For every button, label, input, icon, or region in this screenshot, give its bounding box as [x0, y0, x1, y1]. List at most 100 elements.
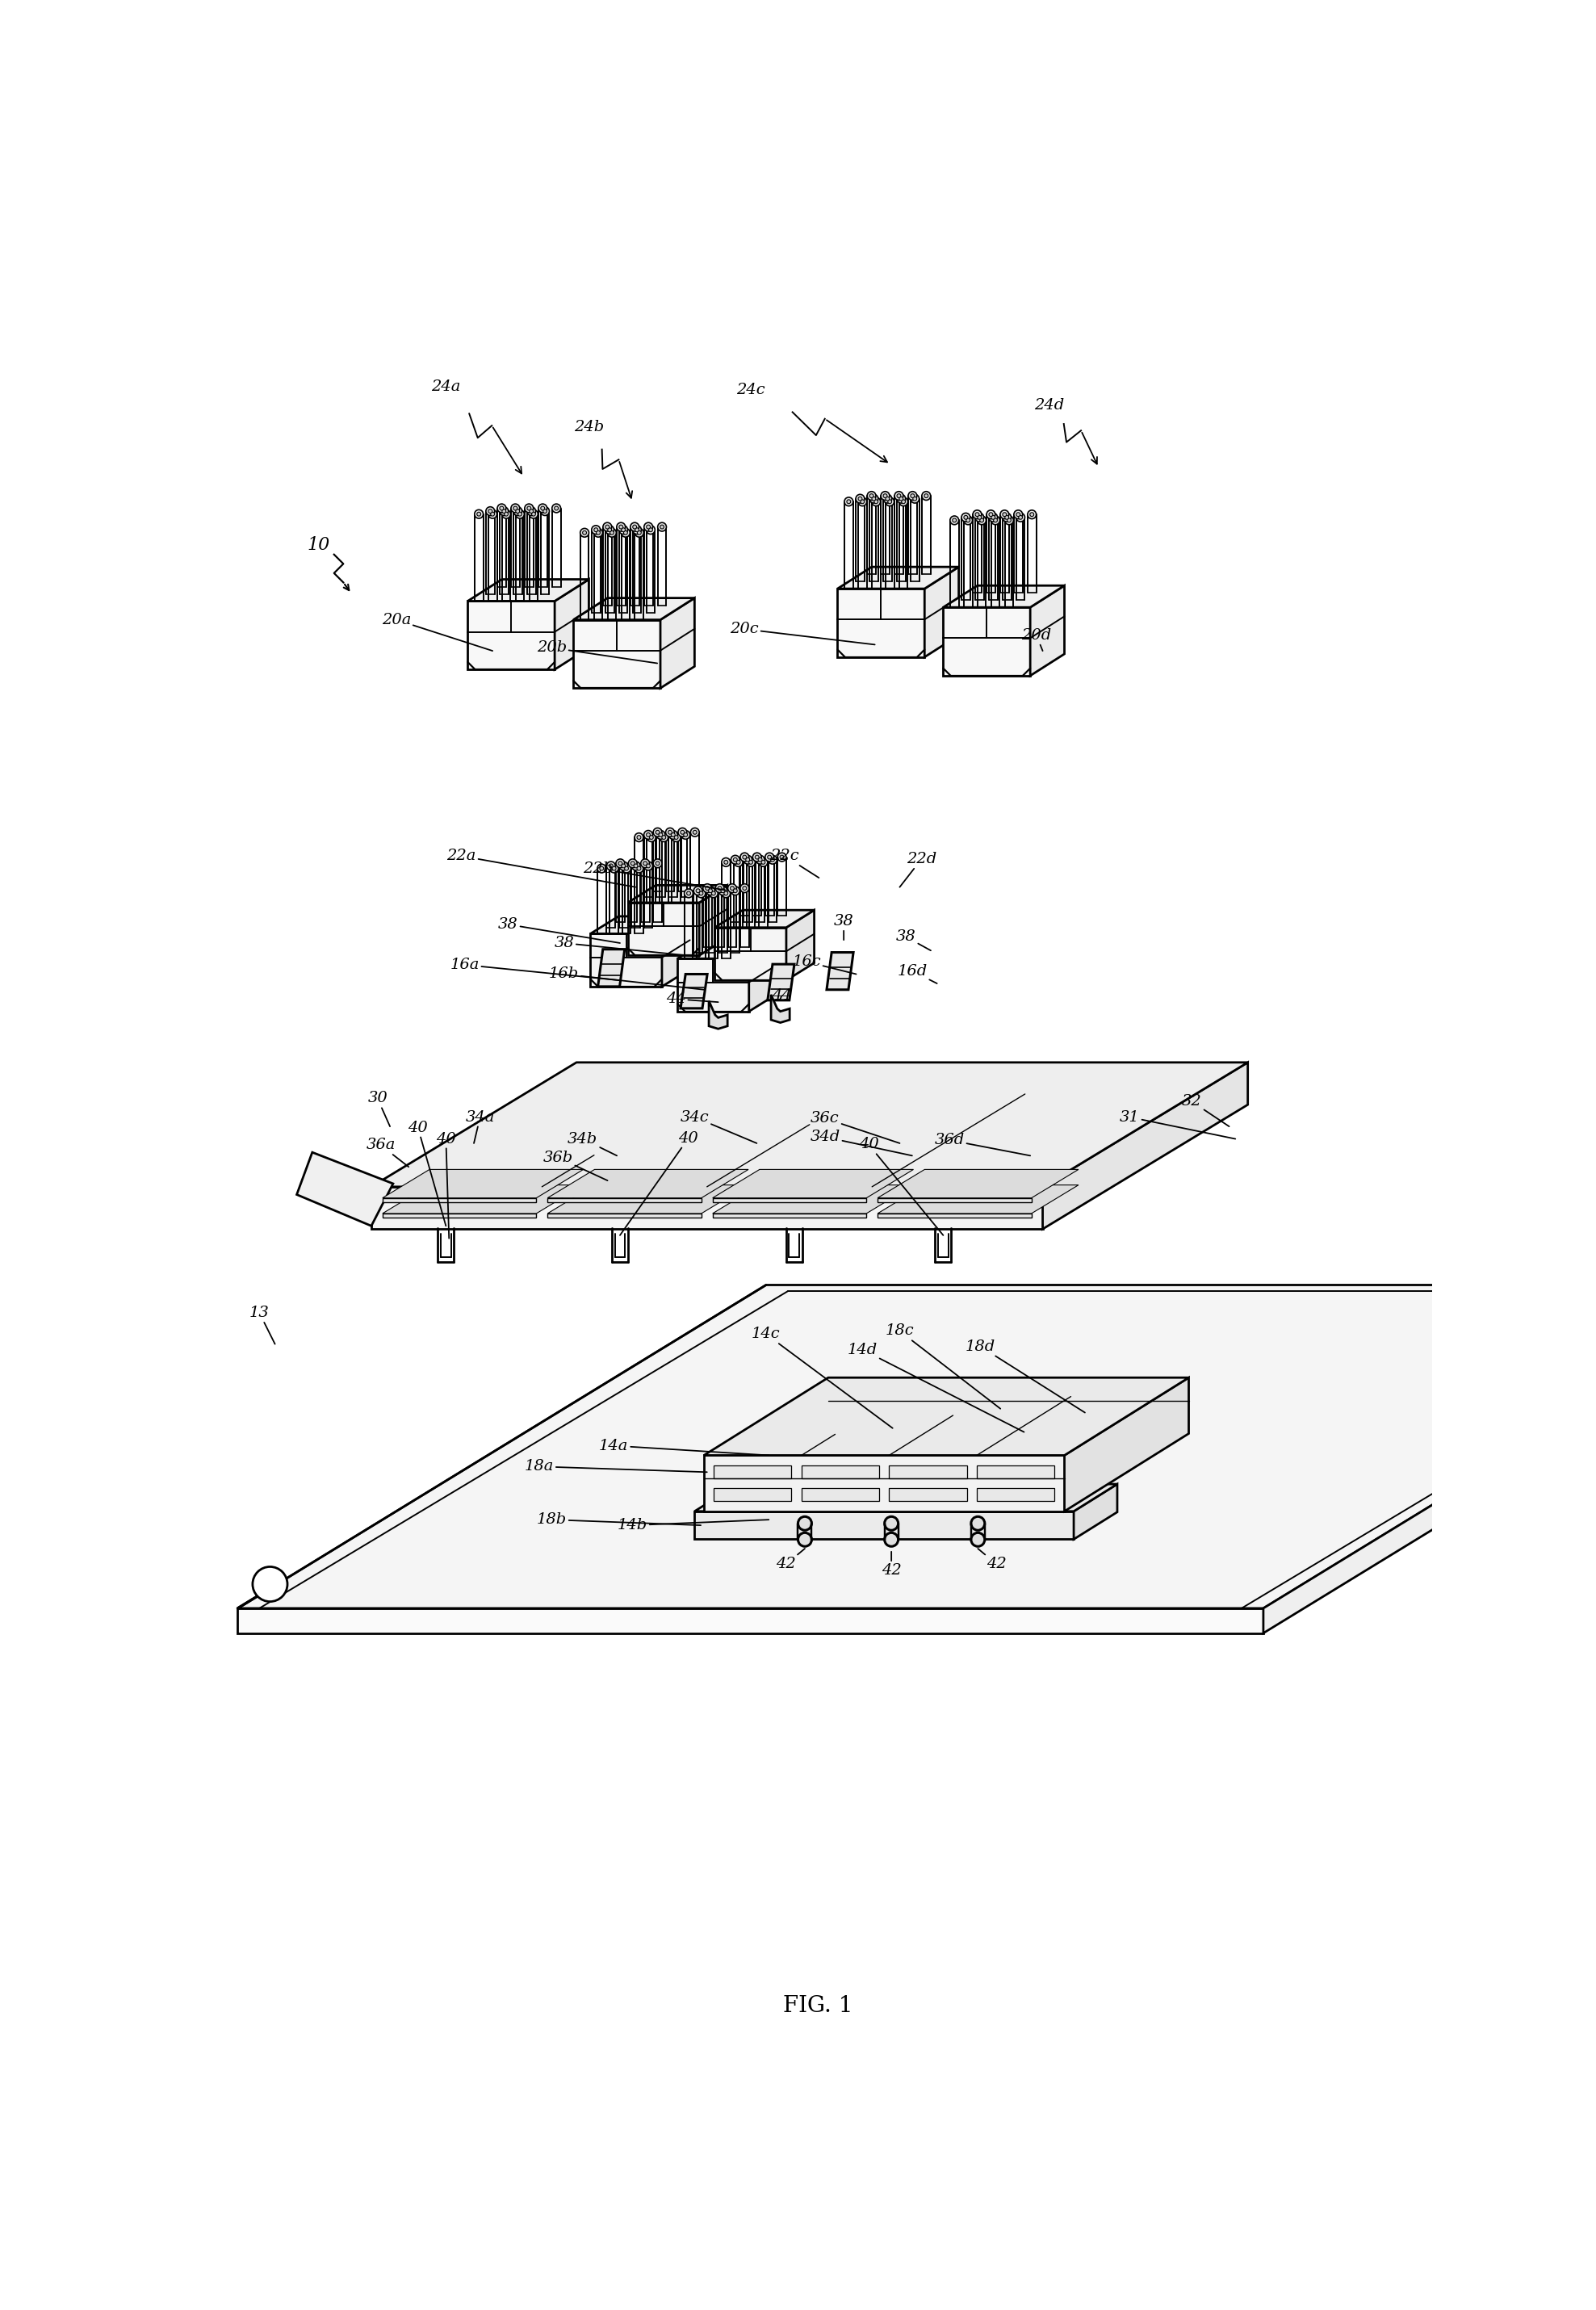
Polygon shape — [712, 1199, 867, 1201]
Circle shape — [646, 864, 650, 869]
Circle shape — [504, 513, 508, 515]
Circle shape — [758, 857, 763, 862]
Circle shape — [725, 892, 728, 896]
Circle shape — [859, 497, 862, 501]
Circle shape — [731, 887, 734, 889]
Circle shape — [552, 504, 560, 513]
Circle shape — [646, 834, 650, 836]
Circle shape — [646, 524, 650, 529]
Polygon shape — [768, 963, 795, 1000]
Polygon shape — [547, 1213, 701, 1217]
Circle shape — [745, 857, 750, 862]
Circle shape — [635, 834, 643, 841]
Circle shape — [731, 855, 739, 864]
Circle shape — [913, 497, 916, 501]
Circle shape — [721, 889, 731, 899]
Circle shape — [514, 506, 522, 515]
Circle shape — [757, 855, 764, 864]
Polygon shape — [1031, 584, 1065, 677]
Text: 42: 42 — [881, 1552, 902, 1578]
Circle shape — [733, 857, 737, 862]
Polygon shape — [977, 1488, 1055, 1502]
Polygon shape — [297, 1153, 393, 1227]
Circle shape — [640, 859, 650, 869]
Circle shape — [886, 497, 889, 501]
Text: FIG. 1: FIG. 1 — [782, 1996, 852, 2017]
Circle shape — [622, 864, 630, 873]
Polygon shape — [662, 917, 689, 986]
Text: 10: 10 — [306, 536, 330, 554]
Text: 34d: 34d — [811, 1130, 913, 1155]
Circle shape — [950, 515, 959, 524]
Text: 40: 40 — [859, 1137, 943, 1236]
Circle shape — [594, 529, 603, 536]
Circle shape — [666, 827, 675, 836]
Circle shape — [608, 529, 616, 536]
Circle shape — [653, 827, 662, 836]
Circle shape — [554, 506, 559, 511]
Circle shape — [749, 859, 753, 864]
Circle shape — [498, 504, 506, 513]
Circle shape — [501, 511, 511, 517]
Polygon shape — [771, 996, 790, 1023]
Circle shape — [758, 857, 768, 866]
Circle shape — [672, 834, 675, 836]
Circle shape — [705, 887, 715, 894]
Circle shape — [516, 508, 520, 513]
Circle shape — [624, 866, 629, 871]
Circle shape — [844, 497, 854, 506]
Circle shape — [771, 857, 774, 862]
Text: 14c: 14c — [752, 1326, 892, 1428]
Polygon shape — [383, 1185, 584, 1213]
Circle shape — [910, 494, 919, 504]
Circle shape — [477, 513, 480, 515]
Text: 16b: 16b — [549, 968, 704, 989]
Polygon shape — [889, 1488, 967, 1502]
Circle shape — [661, 524, 664, 529]
Text: 13: 13 — [249, 1305, 275, 1344]
Circle shape — [1002, 513, 1007, 517]
Polygon shape — [383, 1169, 584, 1199]
Polygon shape — [372, 1063, 1248, 1187]
Circle shape — [525, 504, 533, 513]
Polygon shape — [573, 619, 661, 688]
Circle shape — [897, 494, 900, 497]
Circle shape — [780, 855, 784, 859]
Text: 36a: 36a — [365, 1139, 409, 1167]
Polygon shape — [1042, 1063, 1248, 1229]
Circle shape — [902, 499, 905, 504]
Polygon shape — [238, 1608, 1264, 1633]
Circle shape — [613, 866, 616, 871]
Circle shape — [662, 836, 666, 839]
Circle shape — [798, 1518, 812, 1529]
Circle shape — [697, 889, 705, 899]
Polygon shape — [878, 1199, 1031, 1201]
Circle shape — [870, 494, 873, 497]
Polygon shape — [573, 598, 694, 619]
Circle shape — [991, 515, 999, 524]
Circle shape — [659, 834, 662, 836]
Circle shape — [629, 859, 637, 869]
Text: 40: 40 — [436, 1132, 456, 1238]
Text: 20a: 20a — [381, 612, 493, 651]
Text: 36b: 36b — [543, 1150, 608, 1180]
Circle shape — [991, 515, 994, 520]
Circle shape — [1029, 513, 1034, 517]
Circle shape — [619, 524, 622, 529]
Circle shape — [530, 511, 538, 517]
Circle shape — [993, 517, 998, 522]
Text: 44: 44 — [771, 989, 792, 1003]
Circle shape — [733, 889, 737, 892]
Circle shape — [953, 517, 956, 522]
Text: 38: 38 — [895, 929, 930, 949]
Circle shape — [683, 834, 688, 836]
Circle shape — [592, 524, 600, 534]
Polygon shape — [677, 959, 749, 1012]
Polygon shape — [712, 1213, 867, 1217]
Polygon shape — [1264, 1284, 1596, 1633]
Circle shape — [924, 494, 929, 497]
Circle shape — [970, 1518, 985, 1529]
Circle shape — [605, 524, 610, 529]
Circle shape — [741, 852, 749, 862]
Circle shape — [685, 889, 693, 899]
